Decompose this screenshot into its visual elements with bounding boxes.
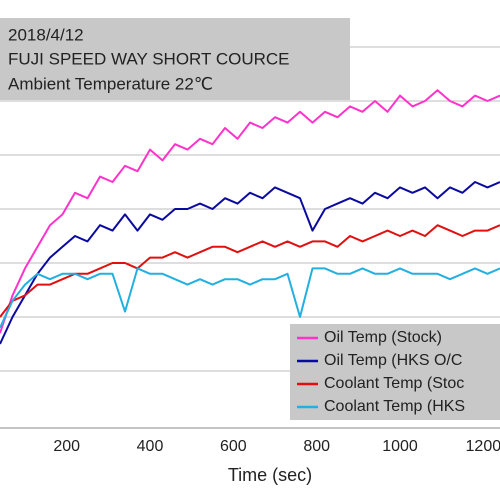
x-tick-label: 200 — [53, 438, 80, 455]
x-tick-label: 800 — [303, 438, 330, 455]
title-line: Ambient Temperature 22℃ — [8, 74, 213, 93]
data-line — [0, 267, 500, 329]
legend-box — [290, 324, 500, 420]
legend-label: Oil Temp (Stock) — [324, 329, 442, 346]
title-line: FUJI SPEED WAY SHORT COURCE — [8, 49, 290, 68]
legend-label: Coolant Temp (HKS — [324, 398, 465, 415]
x-tick-label: 400 — [137, 438, 164, 455]
x-axis-title: Time (sec) — [228, 465, 312, 485]
legend-label: Oil Temp (HKS O/C — [324, 352, 462, 369]
x-tick-label: 1000 — [382, 438, 418, 455]
legend-label: Coolant Temp (Stoc — [324, 375, 464, 392]
data-line — [0, 224, 500, 318]
data-line — [0, 89, 500, 334]
x-tick-label: 1200 — [466, 438, 500, 455]
x-tick-label: 600 — [220, 438, 247, 455]
data-line — [0, 181, 500, 345]
title-box — [0, 18, 350, 100]
title-line: 2018/4/12 — [8, 25, 84, 44]
